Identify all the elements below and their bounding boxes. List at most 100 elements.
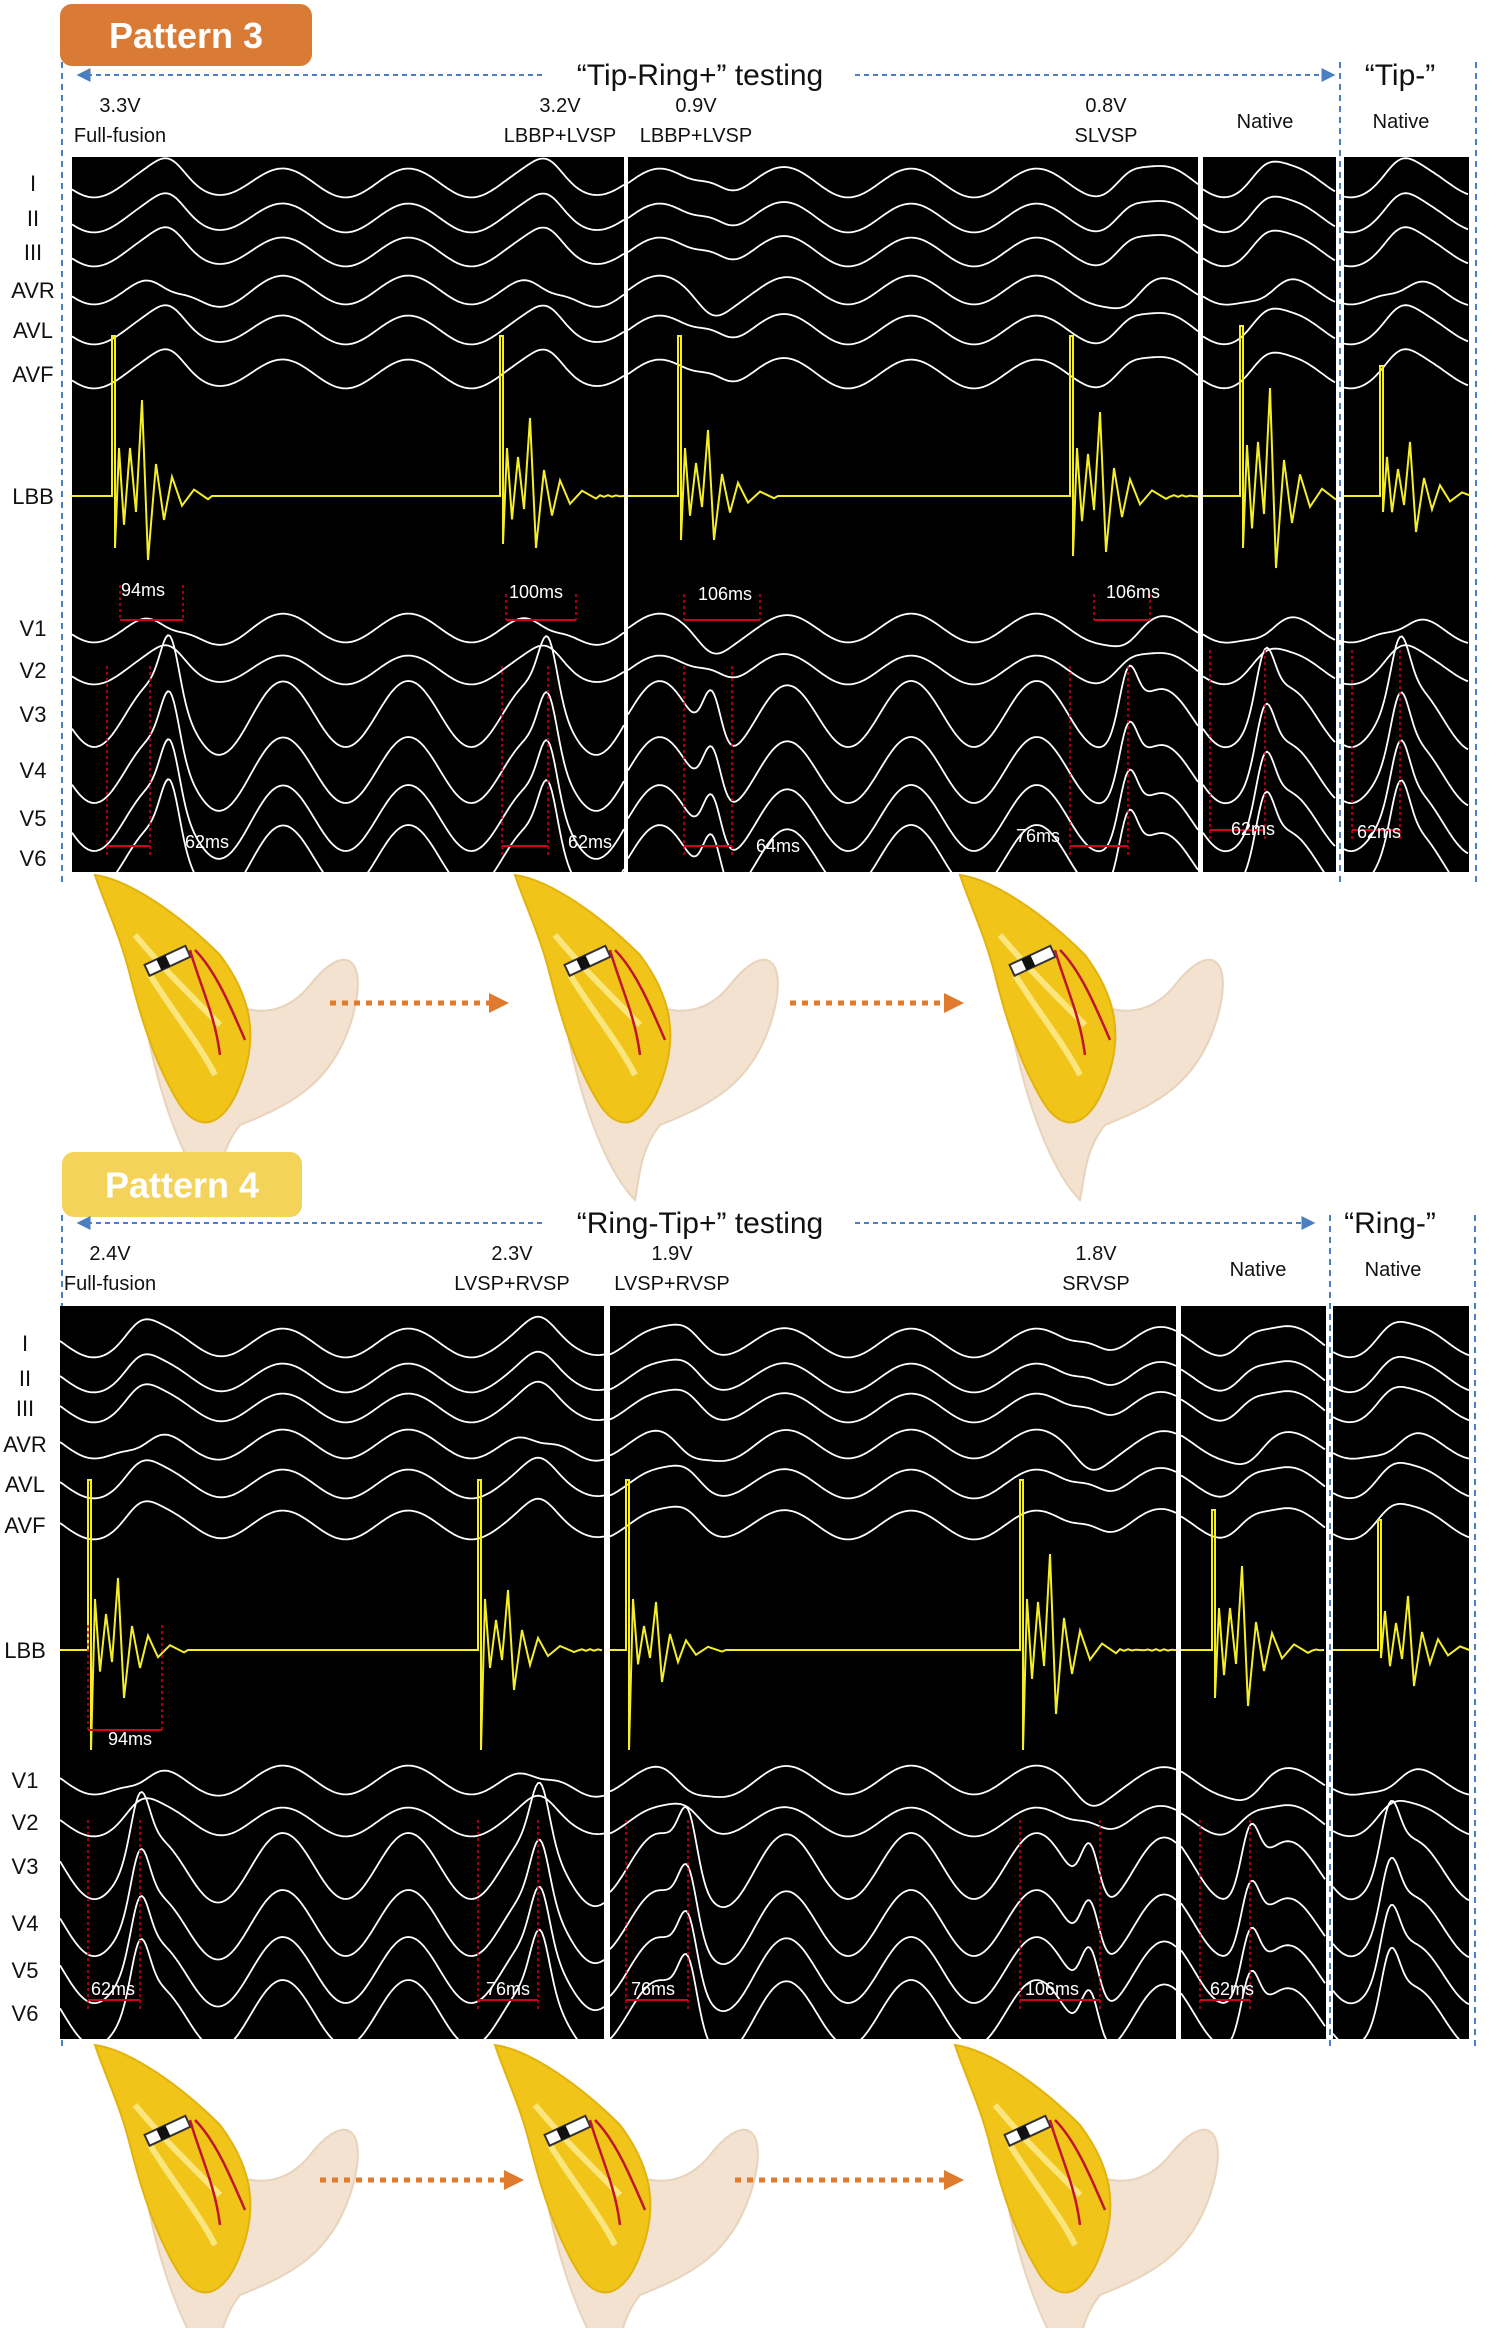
column-voltage: 2.3V — [491, 1243, 533, 1265]
ecg-trace — [610, 1910, 1176, 2013]
interval-label-upper: 94ms — [121, 580, 165, 600]
activation-path — [608, 949, 667, 1056]
bundle-branch — [997, 933, 1088, 1077]
ecg-trace — [1181, 1804, 1326, 1836]
pattern-badge: Pattern 4 — [62, 1152, 302, 1217]
ecg-trace — [610, 1505, 1176, 1541]
ecg-trace — [628, 652, 1198, 686]
lead-ring-electrode — [556, 2125, 571, 2141]
ecg-trace — [60, 1380, 604, 1424]
ecg-trace — [628, 165, 1198, 199]
lead-ring-electrode — [156, 955, 171, 971]
alt-testing-label: “Ring-” — [1344, 1207, 1436, 1240]
lbb-trace — [628, 335, 1198, 557]
column-mode: Full-fusion — [64, 1273, 156, 1295]
interval-label-lower: 76ms — [1016, 826, 1060, 846]
bundle-branch — [552, 933, 643, 1077]
lead-ring-electrode — [1016, 2125, 1031, 2141]
column-mode: LBBP+LVSP — [640, 125, 752, 147]
ecg-trace — [1344, 691, 1469, 807]
ecg-trace — [1203, 702, 1336, 805]
lead-ring-electrode — [576, 955, 591, 971]
ecg-trace — [628, 720, 1198, 805]
column-voltage: 0.9V — [675, 95, 717, 117]
column-voltage: 1.8V — [1075, 1243, 1117, 1265]
column-mode: Native — [1365, 1259, 1422, 1281]
panel-traces — [60, 1315, 604, 2039]
ecg-trace — [1203, 307, 1336, 346]
ecg-trace — [60, 1764, 604, 1798]
badge-background — [60, 4, 312, 66]
interval-label-lower: 62ms — [185, 832, 229, 852]
lead-label: V6 — [12, 2001, 39, 2026]
lbb-trace — [1344, 365, 1469, 533]
ecg-trace — [1203, 646, 1336, 749]
ecg-trace — [72, 192, 624, 234]
ecg-panel-background — [1181, 1306, 1326, 2039]
ecg-trace — [628, 312, 1198, 346]
ecg-trace — [1333, 1503, 1469, 1541]
ecg-trace — [60, 1928, 578, 2039]
ecg-trace — [1333, 1356, 1469, 1394]
ecg-trace — [628, 808, 1198, 872]
column-mode: LBBP+LVSP — [504, 125, 616, 147]
ecg-trace — [72, 157, 624, 199]
lead-ring-electrode — [1021, 955, 1036, 971]
column-mode: Native — [1230, 1259, 1287, 1281]
ecg-trace — [1344, 280, 1469, 306]
lbb-trace — [60, 1479, 603, 1751]
ecg-trace — [72, 644, 624, 686]
lead-label: V6 — [20, 846, 47, 871]
bundle-branch — [532, 2103, 623, 2247]
ecg-trace — [628, 664, 1198, 749]
ecg-trace — [60, 1794, 604, 1838]
ecg-trace — [1333, 1800, 1469, 1838]
ecg-panel-background — [1333, 1306, 1469, 2039]
lead-label: LBB — [12, 484, 54, 509]
ecg-panel-background — [610, 1306, 1176, 2039]
lbb-trace — [610, 1479, 1176, 1751]
interval-label-lower: 62ms — [1357, 822, 1401, 842]
ecg-trace — [1181, 1926, 1326, 2004]
column-mode: Full-fusion — [74, 125, 166, 147]
lead-label: AVR — [3, 1432, 47, 1457]
badge-label: Pattern 3 — [109, 15, 263, 56]
badge-label: Pattern 4 — [105, 1165, 259, 1206]
ecg-trace — [1181, 1325, 1326, 1357]
panel-traces — [610, 1323, 1176, 2039]
lead-label: LBB — [4, 1638, 46, 1663]
panel-traces — [1344, 157, 1469, 872]
ecg-trace — [1333, 1768, 1469, 1796]
ecg-trace — [1181, 1360, 1326, 1392]
ecg-panel — [1203, 157, 1336, 872]
lead-ring-electrode — [156, 2125, 171, 2141]
ecg-trace — [1344, 635, 1469, 751]
pattern-4-section: Pattern 4 “Ring-Tip+” testing “Ring-” 2.4V F… — [3, 1152, 1476, 2333]
ecg-trace — [1344, 304, 1469, 346]
ecg-trace — [60, 1350, 604, 1394]
ecg-trace — [610, 1806, 1176, 1909]
ecg-trace — [1203, 160, 1336, 199]
ecg-trace — [628, 200, 1198, 234]
ecg-panel-background — [1203, 157, 1336, 872]
ecg-trace — [610, 1358, 1176, 1394]
ecg-trace — [1333, 1321, 1469, 1359]
ecg-trace — [1181, 1507, 1326, 1539]
heart-lead-schematic — [953, 2043, 1219, 2333]
ecg-trace — [1244, 790, 1325, 872]
lead-label: V4 — [12, 1911, 39, 1936]
column-mode: SLVSP — [1075, 125, 1138, 147]
bundle-branch — [992, 2103, 1083, 2247]
activation-path — [588, 2119, 647, 2226]
column-mode: LVSP+RVSP — [454, 1273, 569, 1295]
column-mode: LVSP+RVSP — [614, 1273, 729, 1295]
column-voltage: 3.2V — [539, 95, 581, 117]
column-mode: SRVSP — [1062, 1273, 1129, 1295]
lead-label: V2 — [20, 658, 47, 683]
ecg-trace — [610, 1464, 1176, 1500]
ecg-trace — [1344, 739, 1469, 855]
column-voltage: 1.9V — [651, 1243, 693, 1265]
ecg-trace — [1333, 1800, 1469, 1902]
heart-lead-schematic — [958, 873, 1224, 1203]
panel-traces — [1181, 1325, 1326, 2039]
